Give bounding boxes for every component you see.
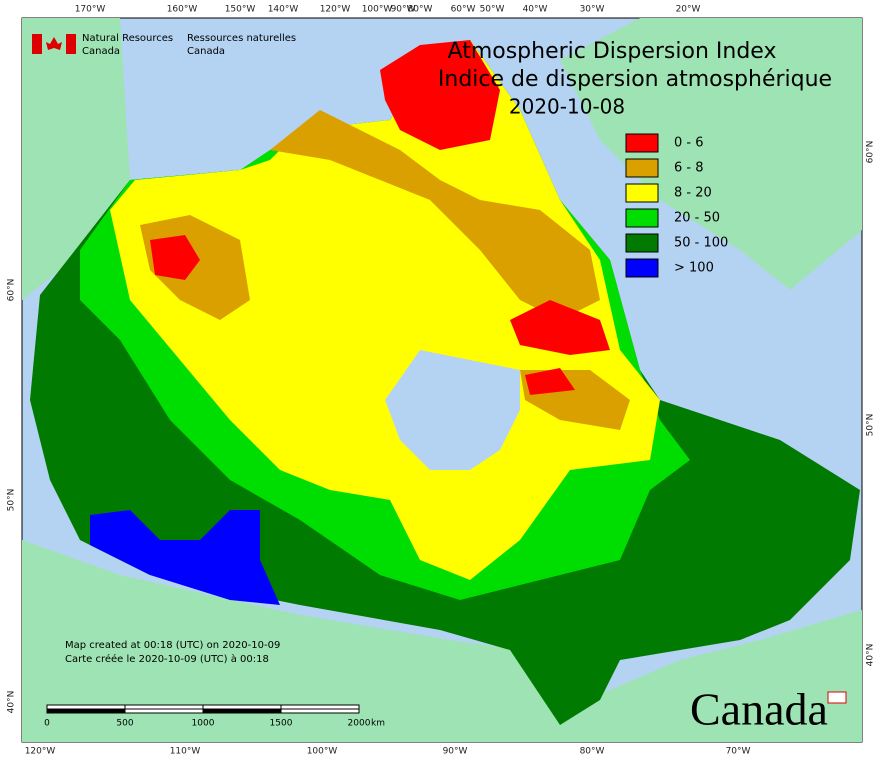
left-label: 50°N [7,489,17,512]
scale-label: 1500 [270,719,293,729]
top-label: 100°W [362,5,393,15]
canada-0-6-ellesmere [380,40,500,150]
right-label: 60°N [866,141,876,164]
legend-label: 0 - 6 [674,136,704,151]
ministry-en: Natural Resources [82,33,173,44]
flag-leaf [46,37,62,50]
canada-0-6-west [150,235,200,280]
title-date: 2020-10-08 [509,95,625,119]
legend-swatch [625,233,659,253]
legend-label: 8 - 20 [674,186,712,201]
top-label: 50°W [480,5,505,15]
bottom-label: 80°W [580,747,605,757]
top-label: 20°W [676,5,701,15]
legend-label: 50 - 100 [674,236,728,251]
canada-0-6-quebec [525,368,575,395]
scale-segment [202,708,282,714]
legend-label: > 100 [674,261,714,276]
flag-bar [32,34,42,54]
top-label: 120°W [320,5,351,15]
right-label: 40°N [866,644,876,667]
wordmark-flag [827,691,847,704]
title-fr: Indice de dispersion atmosphérique [438,67,832,92]
top-label: 140°W [268,5,299,15]
basemap [22,18,862,742]
scale-unit: km [371,719,385,729]
scale-label: 0 [44,719,50,729]
legend-swatch [625,158,659,178]
scale-label: 1000 [192,719,215,729]
bottom-label: 90°W [443,747,468,757]
right-label: 50°N [866,414,876,437]
canada-8-20 [110,40,660,580]
left-label: 60°N [7,279,17,302]
title-en: Atmospheric Dispersion Index [448,39,777,64]
flag [32,34,76,54]
wordmark: Canada [690,684,828,735]
scale-segment [46,704,126,710]
legend-label: 20 - 50 [674,211,720,226]
ministry-fr: Ressources naturelles [187,33,296,44]
scale-segment [46,708,126,714]
legend: 0 - 6 6 - 8 8 - 20 20 - 50 50 - 100 > 100 [625,133,728,278]
top-label: 60°W [451,5,476,15]
top-label: 90°W [391,5,416,15]
scale-segment [124,708,204,714]
usa [22,540,862,742]
scale-segment [280,708,360,714]
flag-bar [66,34,76,54]
legend-swatch [625,183,659,203]
scale-label: 500 [116,719,133,729]
top-label: 160°W [167,5,198,15]
top-label: 80°W [408,5,433,15]
greenland [560,18,862,290]
canada-6-8-north [270,110,600,320]
bottom-label: 120°W [25,747,56,757]
country-fr: Canada [187,46,225,57]
country-en: Canada [82,46,120,57]
note-en: Map created at 00:18 (UTC) on 2020-10-09 [65,640,280,651]
legend-swatch [625,133,659,153]
top-label: 170°W [75,5,106,15]
bottom-label: 110°W [170,747,201,757]
legend-swatch [625,258,659,278]
bottom-label: 100°W [307,747,338,757]
graticule-labels: 170°W 160°W 150°W 140°W 120°W 100°W90°W80°W 60… [7,5,876,757]
scale-segment [202,704,282,710]
canada-100-plus [90,510,280,605]
alaska [22,18,130,300]
bottom-label: 70°W [726,747,751,757]
canada-0-6-baffin [510,300,610,355]
left-label: 40°N [7,691,17,714]
scale-segment [280,704,360,710]
top-label: 30°W [580,5,605,15]
hudson-bay [385,350,520,470]
top-label: 150°W [225,5,256,15]
legend-swatch [625,208,659,228]
scale-bar: 0 500 1000 1500 2000 km [44,704,385,729]
legend-label: 6 - 8 [674,161,704,176]
scale-label: 2000 [348,719,371,729]
scale-segment [124,704,204,710]
top-label: 40°W [523,5,548,15]
note-fr: Carte créée le 2020-10-09 (UTC) à 00:18 [65,653,269,665]
